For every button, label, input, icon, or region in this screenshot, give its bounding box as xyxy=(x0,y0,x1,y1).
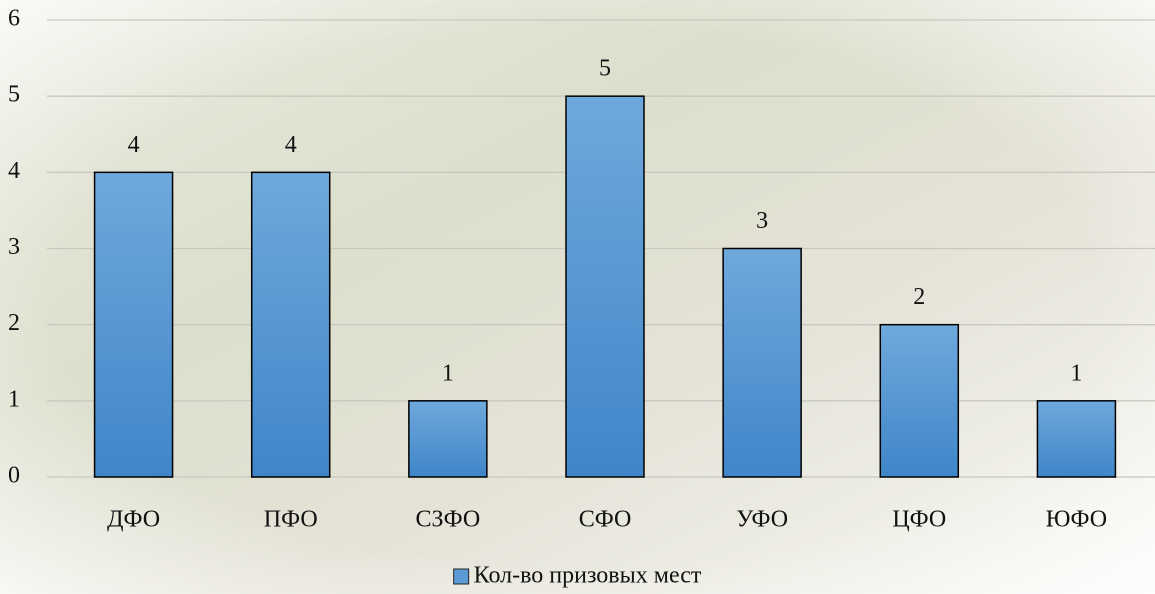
y-tick-label: 4 xyxy=(8,158,20,184)
data-label: 5 xyxy=(599,56,611,82)
bar xyxy=(93,171,174,478)
legend-marker xyxy=(453,568,470,585)
y-tick-label: 6 xyxy=(8,6,20,32)
data-label: 1 xyxy=(1070,360,1082,386)
bar xyxy=(722,247,802,478)
y-tick-label: 5 xyxy=(8,82,20,108)
y-tick-label: 1 xyxy=(8,386,20,412)
x-tick-label: УФО xyxy=(736,507,788,533)
x-tick-label: СФО xyxy=(579,507,632,533)
data-label: 3 xyxy=(756,208,768,234)
x-tick-label: ЮФО xyxy=(1046,507,1107,533)
data-label: 4 xyxy=(128,132,140,158)
x-tick-label: ДФО xyxy=(107,507,160,533)
x-tick-label: СЗФО xyxy=(416,507,481,533)
bar xyxy=(879,323,960,478)
bar xyxy=(1036,400,1117,478)
bar xyxy=(565,95,645,478)
legend-label: Кол-во призовых мест xyxy=(474,563,702,589)
y-tick-label: 0 xyxy=(8,463,20,489)
data-label: 1 xyxy=(442,360,454,386)
bar xyxy=(250,171,331,478)
bar xyxy=(408,400,488,478)
data-label: 4 xyxy=(285,132,297,158)
y-tick-label: 3 xyxy=(8,234,20,260)
x-tick-label: ПФО xyxy=(264,507,318,533)
x-tick-label: ЦФО xyxy=(892,507,946,533)
y-tick-label: 2 xyxy=(8,310,20,336)
data-label: 2 xyxy=(913,284,925,310)
